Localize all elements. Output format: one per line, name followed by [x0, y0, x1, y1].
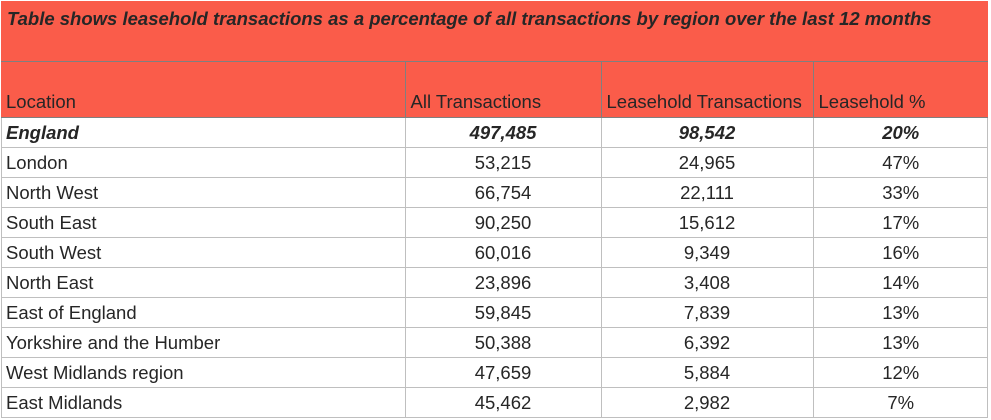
cell-leasehold-percent: 12%	[812, 357, 988, 388]
cell-leasehold-transactions: 22,111	[600, 177, 813, 208]
cell-location: South East	[1, 207, 405, 238]
cell-leasehold-percent: 13%	[812, 297, 988, 328]
cell-all-transactions: 45,462	[404, 387, 601, 417]
table-row-england: England 497,485 98,542 20%	[1, 117, 988, 148]
table-row: North East 23,896 3,408 14%	[1, 267, 988, 298]
cell-leasehold-percent: 16%	[812, 237, 988, 268]
cell-leasehold-percent: 33%	[812, 177, 988, 208]
column-header-leasehold-percent: Leasehold %	[812, 62, 988, 118]
cell-location: East of England	[1, 297, 405, 328]
cell-location: East Midlands	[6, 391, 123, 413]
cell-all-transactions: 497,485	[404, 117, 601, 148]
cell-all-transactions: 50,388	[404, 327, 601, 358]
header-row: Location All Transactions Leasehold Tran…	[1, 62, 988, 118]
cell-leasehold-percent: 20%	[812, 117, 988, 148]
table-row: West Midlands region 47,659 5,884 12%	[1, 357, 988, 388]
cell-location: West Midlands region	[1, 357, 405, 388]
table-row: East Midlands 45,462 2,982 7%	[1, 387, 988, 417]
cell-all-transactions: 90,250	[404, 207, 601, 238]
leasehold-table: Location All Transactions Leasehold Tran…	[1, 62, 988, 417]
cell-leasehold-percent: 14%	[812, 267, 988, 298]
column-header-location: Location	[1, 62, 405, 118]
column-header-all-transactions: All Transactions	[404, 62, 601, 118]
cell-all-transactions: 66,754	[404, 177, 601, 208]
cell-location: London	[1, 147, 405, 178]
cell-leasehold-percent: 47%	[812, 147, 988, 178]
cell-leasehold-percent: 17%	[812, 207, 988, 238]
cell-all-transactions: 53,215	[404, 147, 601, 178]
cell-leasehold-transactions: 24,965	[600, 147, 813, 178]
cell-all-transactions: 47,659	[404, 357, 601, 388]
cell-leasehold-transactions: 2,982	[600, 387, 813, 417]
cell-leasehold-transactions: 6,392	[600, 327, 813, 358]
cell-all-transactions: 60,016	[404, 237, 601, 268]
cell-location: North East	[1, 267, 405, 298]
cell-leasehold-transactions: 15,612	[600, 207, 813, 238]
table-row: London 53,215 24,965 47%	[1, 147, 988, 178]
table-row: Yorkshire and the Humber 50,388 6,392 13…	[1, 327, 988, 358]
cell-all-transactions: 23,896	[404, 267, 601, 298]
column-header-leasehold-transactions: Leasehold Transactions	[600, 62, 813, 118]
cell-leasehold-transactions: 5,884	[600, 357, 813, 388]
cell-leasehold-transactions: 98,542	[600, 117, 813, 148]
cell-location: England	[1, 117, 405, 148]
table-title: Table shows leasehold transactions as a …	[1, 1, 988, 62]
cell-leasehold-transactions: 3,408	[600, 267, 813, 298]
table-row: East of England 59,845 7,839 13%	[1, 297, 988, 328]
table-row: South East 90,250 15,612 17%	[1, 207, 988, 238]
cell-leasehold-transactions: 9,349	[600, 237, 813, 268]
cell-leasehold-percent: 7%	[812, 387, 988, 417]
table-row: South West 60,016 9,349 16%	[1, 237, 988, 268]
cell-all-transactions: 59,845	[404, 297, 601, 328]
cell-location: North West	[1, 177, 405, 208]
cell-leasehold-transactions: 7,839	[600, 297, 813, 328]
cell-leasehold-percent: 13%	[812, 327, 988, 358]
cell-location: South West	[1, 237, 405, 268]
cell-location: Yorkshire and the Humber	[1, 327, 405, 358]
table-row: North West 66,754 22,111 33%	[1, 177, 988, 208]
